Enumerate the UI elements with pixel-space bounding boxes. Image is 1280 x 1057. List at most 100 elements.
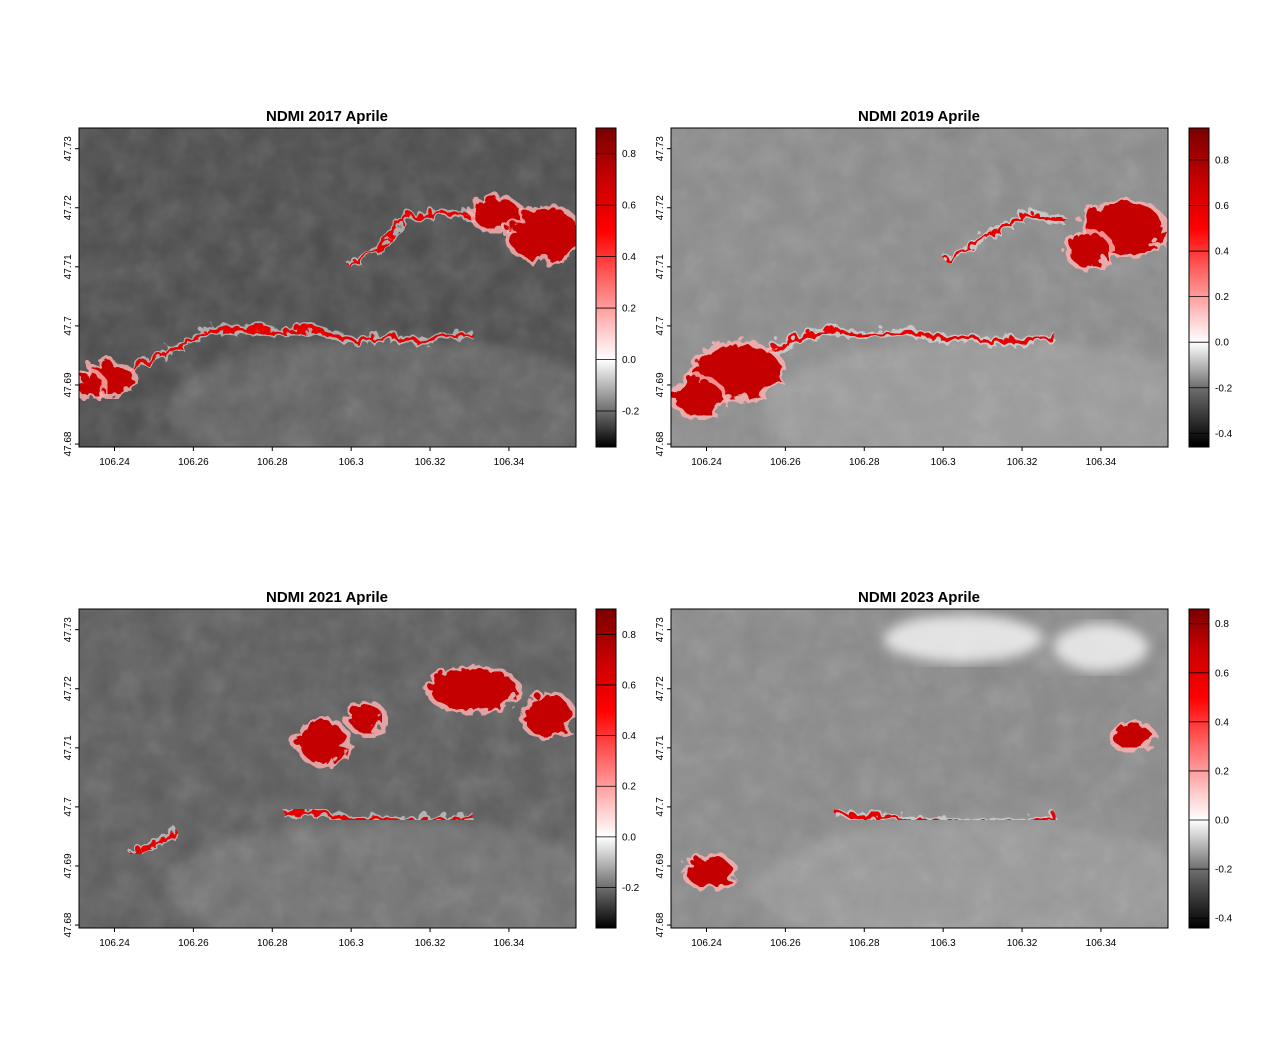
colorbar-label: 0.6 xyxy=(622,201,636,212)
colorbar-label: 0.6 xyxy=(1215,668,1229,679)
y-tick-label: 47.7 xyxy=(63,797,74,817)
x-tick-label: 106.3 xyxy=(339,938,364,949)
raster-1 xyxy=(671,128,1168,447)
wet-zone-0 xyxy=(682,854,731,884)
colorbar-label: 0.4 xyxy=(622,731,636,742)
y-tick-label: 47.7 xyxy=(655,316,666,336)
x-tick-label: 106.28 xyxy=(849,938,880,949)
x-tick-label: 106.28 xyxy=(849,457,880,468)
wet-zone-1 xyxy=(469,195,517,226)
wet-zone-3 xyxy=(79,370,99,394)
wet-zone-3 xyxy=(1065,228,1105,264)
x-tick-label: 106.24 xyxy=(691,457,722,468)
x-tick-label: 106.32 xyxy=(415,457,446,468)
x-tick-label: 106.3 xyxy=(339,457,364,468)
ndmi-panel-3: NDMI 2023 Aprile 106.24 106.26 106.28 106.3 1… xyxy=(655,589,1233,949)
colorbar-label: -0.2 xyxy=(622,883,640,894)
y-tick-label: 47.71 xyxy=(63,735,74,760)
y-tick-label: 47.72 xyxy=(655,676,666,701)
y-tick-label: 47.68 xyxy=(63,431,74,456)
y-tick-label: 47.7 xyxy=(655,797,666,817)
colorbar-label: 0.0 xyxy=(622,832,636,843)
colorbar xyxy=(1189,128,1209,447)
y-tick-label: 47.72 xyxy=(63,676,74,701)
wet-channel-1 xyxy=(125,825,175,853)
wet-channel-0 xyxy=(81,323,470,393)
colorbar-label: 0.8 xyxy=(1215,619,1229,630)
x-tick-label: 106.26 xyxy=(770,457,801,468)
colorbar-label: -0.2 xyxy=(622,406,640,417)
raster-0 xyxy=(79,128,576,447)
wet-zone-3 xyxy=(347,700,379,731)
plot-frame xyxy=(670,127,1169,448)
light-patch-0 xyxy=(884,614,1042,663)
colorbar xyxy=(596,609,616,928)
y-tick-label: 47.71 xyxy=(655,735,666,760)
x-tick-label: 106.26 xyxy=(178,457,209,468)
y-tick-label: 47.71 xyxy=(63,254,74,279)
wet-zone-2 xyxy=(295,718,344,760)
colorbar-label: 0.2 xyxy=(622,304,636,315)
x-tick-label: 106.34 xyxy=(494,938,525,949)
x-tick-label: 106.28 xyxy=(257,457,288,468)
x-tick-label: 106.24 xyxy=(99,457,130,468)
ndmi-panel-1: NDMI 2019 Aprile 106.24 106.26 106.28 106.3 1… xyxy=(655,108,1233,468)
x-tick-label: 106.24 xyxy=(99,938,130,949)
colorbar-label: -0.4 xyxy=(1215,429,1233,440)
y-tick-label: 47.69 xyxy=(655,853,666,878)
y-tick-label: 47.73 xyxy=(63,136,74,161)
y-tick-label: 47.71 xyxy=(655,254,666,279)
colorbar-label: -0.2 xyxy=(1215,383,1233,394)
colorbar-frame xyxy=(1188,608,1210,929)
wet-zone-0 xyxy=(426,665,513,707)
x-tick-label: 106.26 xyxy=(770,938,801,949)
y-tick-label: 47.68 xyxy=(655,912,666,937)
raster-2 xyxy=(79,609,576,928)
x-tick-label: 106.34 xyxy=(1086,457,1117,468)
y-tick-label: 47.72 xyxy=(63,195,74,220)
colorbar-label: 0.0 xyxy=(1215,816,1229,827)
colorbar-label: 0.6 xyxy=(622,680,636,691)
x-tick-label: 106.32 xyxy=(1007,938,1038,949)
raster-3 xyxy=(671,609,1168,928)
panel-title: NDMI 2023 Aprile xyxy=(858,589,980,606)
wet-channel-1 xyxy=(942,208,1062,260)
x-tick-label: 106.24 xyxy=(691,938,722,949)
y-tick-label: 47.69 xyxy=(63,853,74,878)
plot-frame xyxy=(670,608,1169,929)
colorbar-label: 0.2 xyxy=(1215,292,1229,303)
colorbar-label: 0.4 xyxy=(622,252,636,263)
light-patch-1 xyxy=(1053,623,1149,672)
colorbar-label: 0.8 xyxy=(622,149,636,160)
wet-zone-1 xyxy=(1108,721,1149,745)
y-tick-label: 47.69 xyxy=(63,372,74,397)
colorbar-frame xyxy=(595,608,617,929)
y-tick-label: 47.7 xyxy=(63,316,74,336)
raster-plain xyxy=(759,338,1168,447)
raster-plain xyxy=(167,338,576,447)
panel-title: NDMI 2017 Aprile xyxy=(266,108,388,125)
colorbar-label: 0.8 xyxy=(1215,155,1229,166)
colorbar-label: 0.0 xyxy=(622,355,636,366)
x-tick-label: 106.32 xyxy=(415,938,446,949)
colorbar-label: 0.6 xyxy=(1215,201,1229,212)
colorbar-label: -0.2 xyxy=(1215,865,1233,876)
x-tick-label: 106.3 xyxy=(931,938,956,949)
wet-channel-0 xyxy=(832,807,1054,821)
wet-channel-0 xyxy=(752,323,1054,355)
y-tick-label: 47.68 xyxy=(63,912,74,937)
wet-channel-0 xyxy=(280,807,470,821)
colorbar-label: -0.4 xyxy=(1215,914,1233,925)
y-tick-label: 47.73 xyxy=(63,617,74,642)
x-tick-label: 106.3 xyxy=(931,457,956,468)
wet-zone-0 xyxy=(505,204,576,258)
y-tick-label: 47.73 xyxy=(655,136,666,161)
raster-plain xyxy=(167,819,576,928)
x-tick-label: 106.34 xyxy=(494,457,525,468)
x-tick-label: 106.28 xyxy=(257,938,288,949)
colorbar-frame xyxy=(595,127,617,448)
wet-zone-1 xyxy=(671,376,719,412)
plot-frame xyxy=(78,608,577,929)
y-tick-label: 47.69 xyxy=(655,372,666,397)
